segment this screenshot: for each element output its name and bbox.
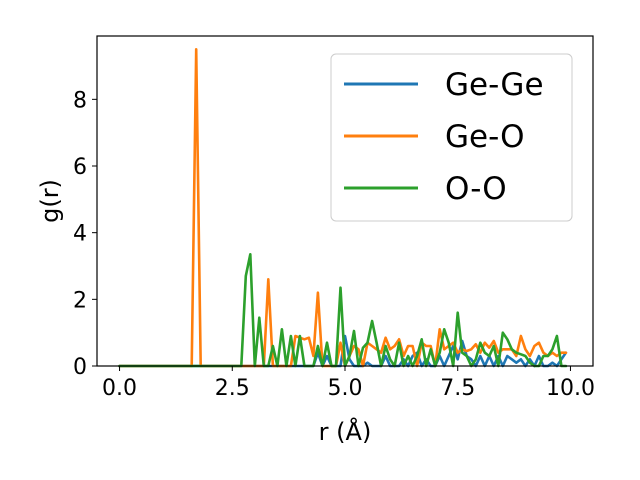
- legend-label: Ge-O: [445, 119, 525, 155]
- series-line-o-o: [118, 253, 568, 368]
- y-tick-label: 8: [73, 88, 87, 113]
- y-tick-label: 2: [73, 288, 87, 313]
- x-tick-label: 10.0: [546, 376, 595, 401]
- y-axis: 0 2 4 6 8: [73, 88, 97, 380]
- legend-box: [330, 53, 573, 222]
- x-axis: 0.0 2.5 5.0 7.5 10.0: [102, 366, 595, 401]
- x-axis-label: r (Å): [319, 417, 372, 446]
- y-tick-label: 0: [73, 355, 87, 380]
- x-tick-label: 2.5: [215, 376, 250, 401]
- legend-label: Ge-Ge: [445, 67, 544, 103]
- legend: Ge-Ge Ge-O O-O: [330, 53, 573, 222]
- x-tick-label: 5.0: [328, 376, 363, 401]
- y-axis-label: g(r): [36, 179, 64, 223]
- x-tick-label: 7.5: [440, 376, 475, 401]
- y-tick-label: 6: [73, 155, 87, 180]
- y-tick-label: 4: [73, 222, 87, 247]
- legend-label: O-O: [445, 171, 507, 207]
- x-tick-label: 0.0: [102, 376, 137, 401]
